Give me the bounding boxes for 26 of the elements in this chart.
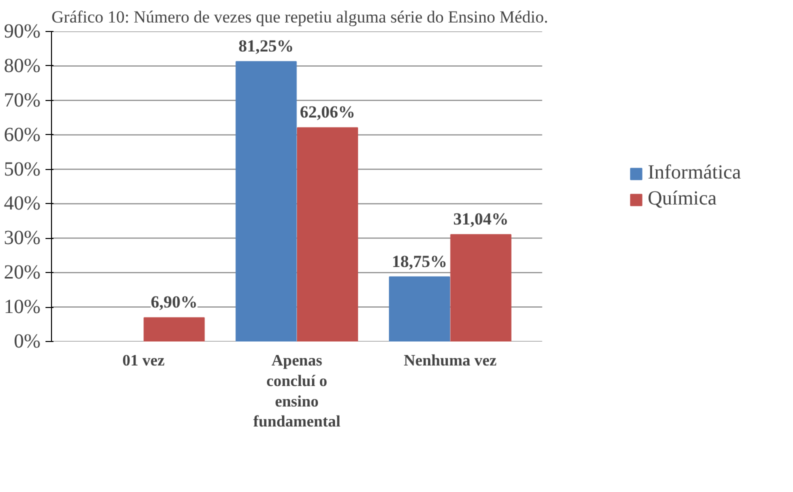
y-tick-label: 30% [4,227,41,250]
chart-title: Gráfico 10: Número de vezes que repetiu alguma série do Ensino Médio. [52,8,548,26]
bar [144,317,205,342]
bar [450,234,512,342]
y-tick-label: 70% [4,89,41,112]
bar [236,61,297,342]
bar [296,127,358,342]
x-tick-label: Nenhuma vez [404,352,497,370]
data-label: 31,04% [453,210,508,229]
data-label: 62,06% [300,102,356,122]
legend-label: Química [648,188,717,210]
x-tick-label: Apenas concluí o ensino fundamental [253,352,341,431]
data-label: 81,25% [238,36,294,56]
x-tick-label: 01 vez [122,352,165,370]
y-tick-label: 60% [4,124,41,146]
y-tick-label: 10% [4,296,41,318]
y-tick-label: 0% [14,330,41,352]
data-label: 18,75% [392,252,448,271]
y-tick-label: 20% [4,262,41,284]
bar [388,276,450,342]
y-tick-label: 40% [4,192,41,215]
data-label: 6,90% [150,292,198,312]
legend-label: Informática [648,162,741,184]
y-tick-label: 50% [4,158,41,180]
y-tick-label: 80% [4,54,41,77]
y-tick-label: 90% [4,20,41,42]
